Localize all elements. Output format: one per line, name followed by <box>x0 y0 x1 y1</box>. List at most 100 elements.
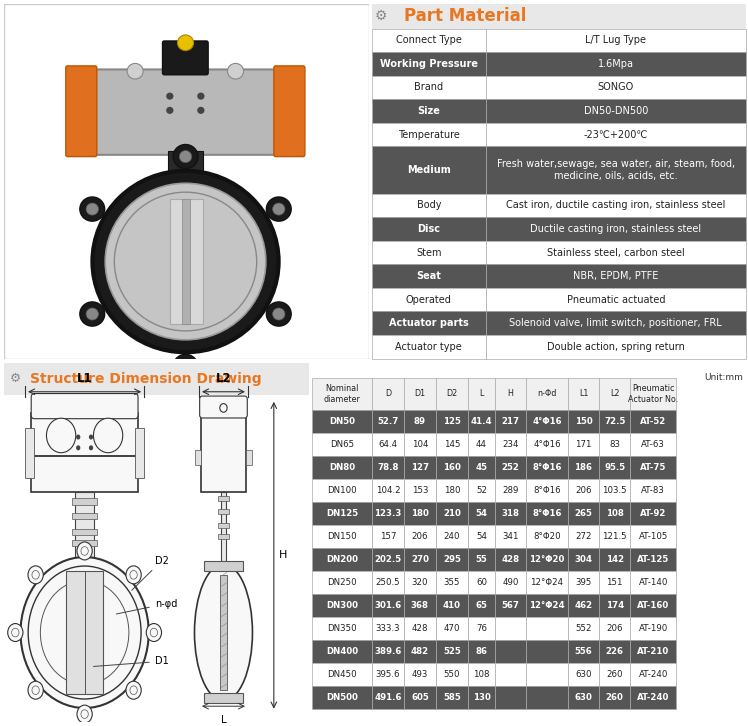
Text: 462: 462 <box>574 600 592 610</box>
Text: Connect Type: Connect Type <box>396 36 462 45</box>
Bar <box>312 433 372 456</box>
Bar <box>218 509 229 514</box>
Text: 202.5: 202.5 <box>374 555 402 563</box>
Circle shape <box>76 435 80 439</box>
Bar <box>404 686 436 709</box>
Text: 490: 490 <box>503 578 519 587</box>
Bar <box>221 492 226 568</box>
Text: Stainless steel, carbon steel: Stainless steel, carbon steel <box>547 248 684 258</box>
Text: 320: 320 <box>411 578 428 587</box>
Bar <box>312 547 372 571</box>
Circle shape <box>81 547 88 555</box>
Text: Nominal
diameter: Nominal diameter <box>323 384 361 404</box>
Bar <box>436 571 468 594</box>
Text: 556: 556 <box>574 647 592 656</box>
Bar <box>599 594 631 616</box>
Bar <box>486 217 746 241</box>
Text: 104.2: 104.2 <box>375 486 400 494</box>
Bar <box>599 478 631 502</box>
Text: AT-92: AT-92 <box>640 509 666 518</box>
Circle shape <box>220 404 227 412</box>
Text: 4°Φ16: 4°Φ16 <box>533 440 561 449</box>
Bar <box>486 28 746 52</box>
Text: 550: 550 <box>444 669 460 679</box>
Bar <box>631 616 676 640</box>
Bar <box>436 640 468 663</box>
Text: AT-83: AT-83 <box>642 486 665 494</box>
Bar <box>599 525 631 547</box>
Circle shape <box>197 92 204 99</box>
Bar <box>468 478 495 502</box>
Text: 395: 395 <box>575 578 592 587</box>
Bar <box>436 663 468 686</box>
Bar <box>468 616 495 640</box>
Text: 12°Φ20: 12°Φ20 <box>530 555 565 563</box>
Text: 44: 44 <box>476 440 487 449</box>
Bar <box>486 99 746 123</box>
Bar <box>468 640 495 663</box>
Bar <box>495 409 527 433</box>
Text: 103.5: 103.5 <box>602 486 627 494</box>
Circle shape <box>89 435 94 439</box>
Bar <box>372 686 404 709</box>
Bar <box>404 478 436 502</box>
Text: 52: 52 <box>476 486 487 494</box>
Bar <box>568 663 599 686</box>
Text: 55: 55 <box>476 555 488 563</box>
Bar <box>67 571 103 693</box>
Circle shape <box>80 302 105 326</box>
Bar <box>468 456 495 478</box>
Text: 127: 127 <box>411 462 429 472</box>
Text: 482: 482 <box>411 647 429 656</box>
Text: 76: 76 <box>476 624 487 633</box>
Bar <box>568 571 599 594</box>
Bar <box>182 200 190 324</box>
Text: AT-52: AT-52 <box>640 417 666 425</box>
Text: 45: 45 <box>476 462 488 472</box>
Bar <box>527 502 568 525</box>
Bar <box>218 523 229 529</box>
Text: 8°Φ16: 8°Φ16 <box>533 462 562 472</box>
Bar <box>312 640 372 663</box>
Bar <box>25 428 34 478</box>
Bar <box>312 571 372 594</box>
Bar <box>527 433 568 456</box>
Bar <box>372 4 746 28</box>
Bar <box>495 686 527 709</box>
Text: 428: 428 <box>502 555 520 563</box>
Bar <box>404 663 436 686</box>
Bar <box>218 534 229 539</box>
Text: 368: 368 <box>411 600 429 610</box>
Text: DN450: DN450 <box>327 669 357 679</box>
Bar <box>527 525 568 547</box>
Text: 12°Φ24: 12°Φ24 <box>530 600 565 610</box>
Text: AT-240: AT-240 <box>637 693 669 702</box>
Bar <box>404 525 436 547</box>
Bar <box>200 413 246 492</box>
Bar <box>568 525 599 547</box>
Text: Stem: Stem <box>416 248 441 258</box>
Circle shape <box>46 418 76 453</box>
Circle shape <box>130 571 138 579</box>
Bar <box>312 378 372 409</box>
Bar <box>372 52 486 76</box>
Text: 150: 150 <box>574 417 592 425</box>
Text: 304: 304 <box>574 555 592 563</box>
Bar <box>372 264 486 288</box>
Text: DN100: DN100 <box>327 486 357 494</box>
Text: 272: 272 <box>575 531 592 541</box>
Text: 585: 585 <box>443 693 461 702</box>
Bar <box>161 185 168 197</box>
Bar <box>527 663 568 686</box>
Circle shape <box>266 302 291 326</box>
Bar <box>631 525 676 547</box>
Text: 206: 206 <box>575 486 592 494</box>
Bar <box>568 594 599 616</box>
Bar <box>372 502 404 525</box>
Bar <box>372 663 404 686</box>
Text: Structure Dimension Drawing: Structure Dimension Drawing <box>30 372 261 386</box>
Bar <box>599 686 631 709</box>
Text: L2: L2 <box>215 372 231 385</box>
Text: Size: Size <box>417 106 441 116</box>
Text: L/T Lug Type: L/T Lug Type <box>585 36 646 45</box>
